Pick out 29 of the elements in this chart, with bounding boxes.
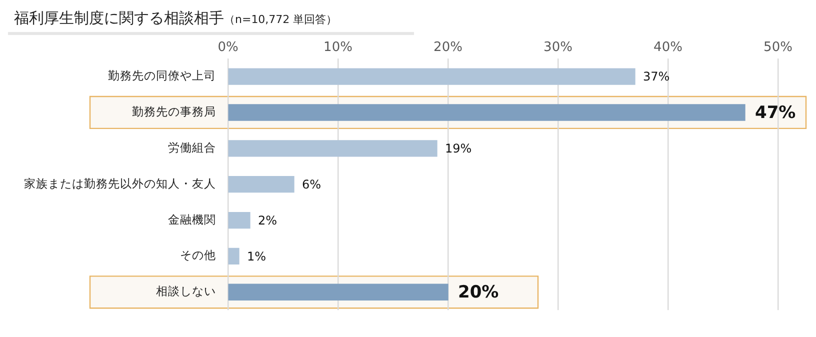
bar [228, 140, 438, 157]
data-label: 47% [755, 102, 796, 123]
bar [228, 68, 636, 85]
data-label: 6% [302, 177, 322, 192]
y-tick-label: 労働組合 [168, 140, 216, 154]
data-label: 20% [458, 282, 499, 303]
x-tick-label: 0% [218, 40, 238, 56]
x-tick-label: 10% [324, 40, 352, 56]
y-tick-label: その他 [180, 248, 216, 262]
chart-title: 福利厚生制度に関する相談相手 [14, 9, 224, 27]
y-tick-label: 金融機関 [168, 212, 216, 226]
y-tick-label: 家族または勤務先以外の知人・友人 [24, 176, 216, 190]
bar [228, 104, 746, 121]
x-tick-label: 40% [654, 40, 682, 56]
chart-subtitle: （n=10,772 単回答） [224, 13, 338, 26]
y-tick-label: 相談しない [156, 284, 216, 298]
x-tick-label: 50% [764, 40, 792, 56]
bar [228, 248, 240, 265]
x-tick-label: 20% [434, 40, 462, 56]
data-label: 2% [258, 213, 278, 228]
data-label: 19% [445, 142, 472, 156]
bar [228, 176, 294, 193]
bar [228, 212, 250, 229]
x-tick-label: 30% [544, 40, 572, 56]
data-label: 37% [643, 70, 670, 84]
data-label: 1% [247, 249, 266, 264]
bar [228, 284, 448, 300]
y-tick-label: 勤務先の事務局 [132, 104, 216, 118]
y-tick-label: 勤務先の同僚や上司 [108, 68, 216, 83]
